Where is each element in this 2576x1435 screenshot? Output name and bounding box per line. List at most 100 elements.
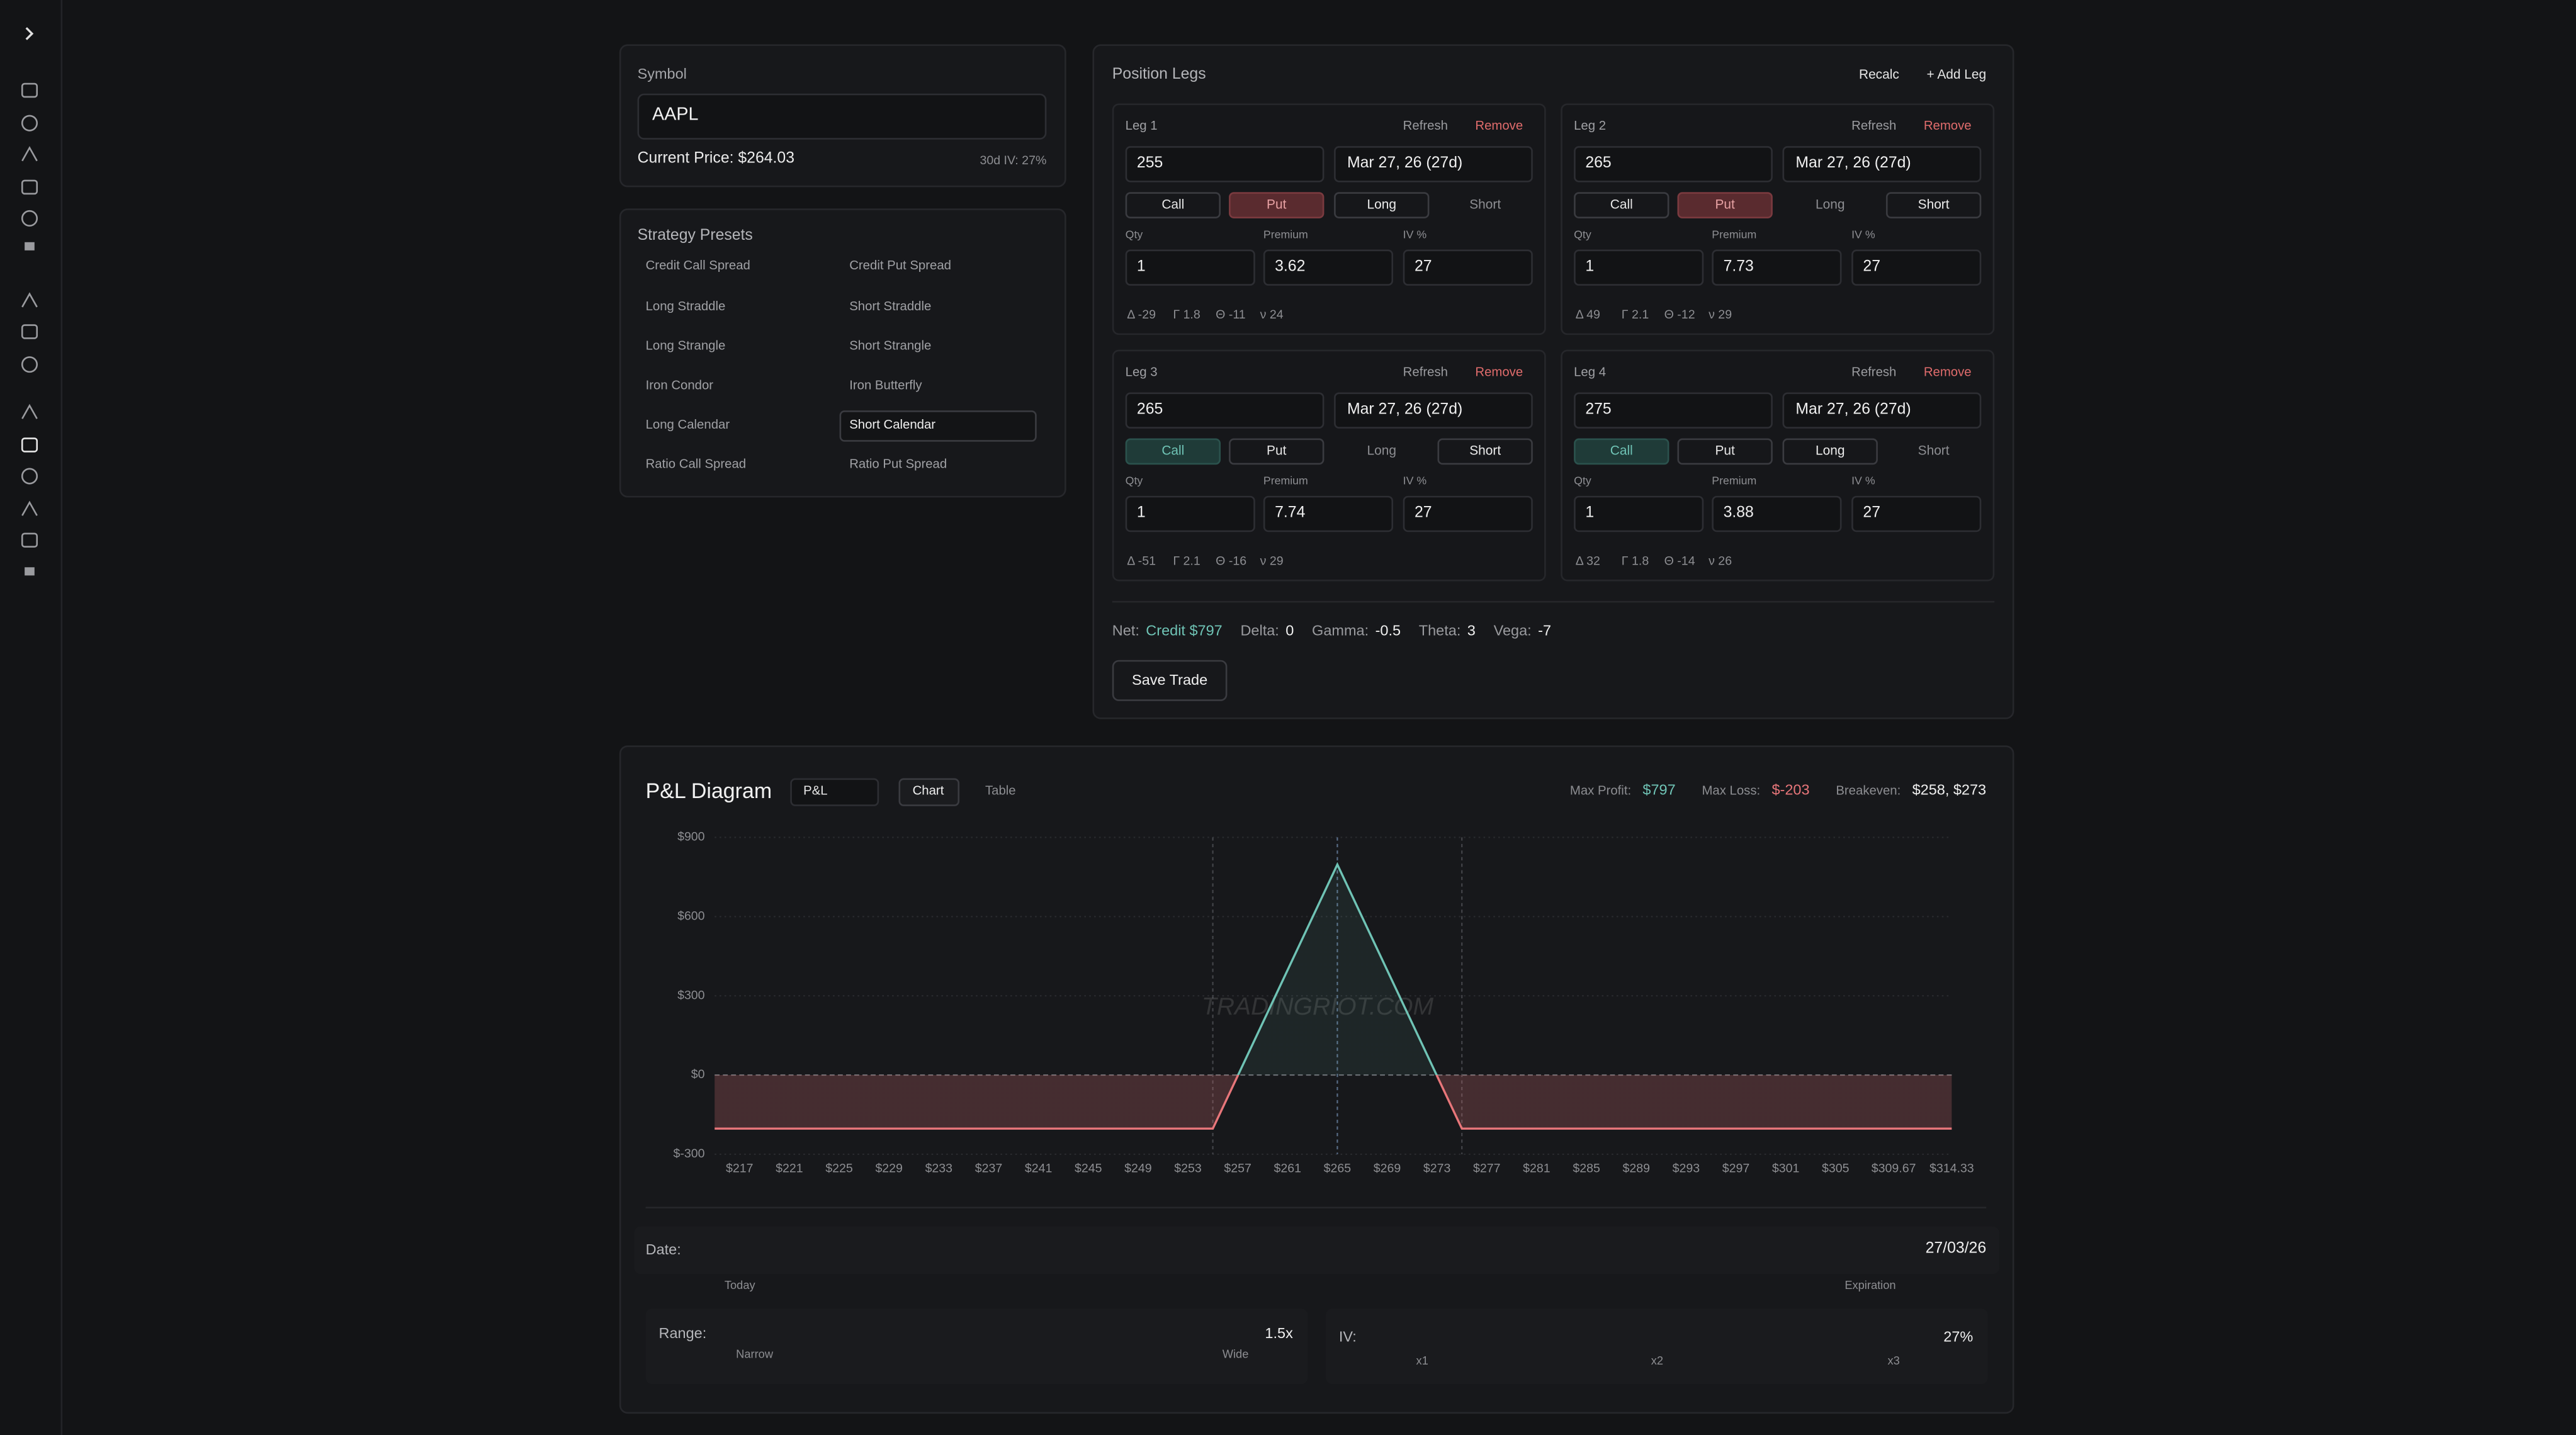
side-option: Short [1469,443,1501,459]
expiry-value: Mar 27, 26 (27d) [1347,401,1463,419]
expiry-value: Mar 27, 26 (27d) [1795,154,1911,173]
preset-option[interactable]: Ratio Call Spread [645,457,747,472]
type-toggle[interactable] [1125,192,1221,218]
type-toggle[interactable] [1677,438,1773,465]
greek-value: Δ 32 [1575,552,1600,568]
x-tick-label: $261 [1274,1162,1301,1176]
field-input[interactable] [1125,495,1255,532]
type-option: Put [1267,443,1287,459]
preset-option[interactable]: Iron Condor [645,377,714,393]
preset-option[interactable]: Ratio Put Spread [849,457,947,472]
x-tick-label: $285 [1573,1162,1600,1176]
side-option: Long [1815,197,1845,213]
greek-value: ν 29 [1260,552,1284,568]
preset-selected-box[interactable] [839,410,1037,442]
preset-option[interactable]: Short Calendar [849,417,936,432]
remove-button[interactable]: Remove [1475,364,1523,380]
implied-vol: 30d IV: 27% [980,152,1047,167]
field-input[interactable] [1851,249,1982,286]
pl-area [715,864,1952,1129]
stat-label: Breakeven: [1836,783,1901,798]
mode-select[interactable] [790,778,879,806]
field-input[interactable] [1403,249,1533,286]
date-value: 27/03/26 [1925,1240,1987,1259]
x-tick-label: $265 [1324,1162,1352,1176]
field-input[interactable] [1125,249,1255,286]
field-input[interactable] [1263,495,1394,532]
type-toggle[interactable] [1229,192,1325,218]
refresh-button[interactable]: Refresh [1851,364,1897,380]
greek-value: Θ -16 [1216,552,1247,568]
type-toggle[interactable] [1229,438,1325,465]
strike-input[interactable] [1574,392,1773,429]
field-input[interactable] [1712,495,1842,532]
field-input[interactable] [1403,495,1533,532]
refresh-button[interactable]: Refresh [1403,118,1448,134]
expand-icon [25,27,34,40]
greek-value: ν 24 [1260,306,1284,322]
type-toggle[interactable] [1677,192,1773,218]
side-toggle[interactable] [1885,192,1982,218]
expiry-select[interactable] [1782,146,1982,183]
side-toggle[interactable] [1334,192,1430,218]
summary-item: Delta: 0 [1240,621,1294,640]
view-tab[interactable]: Table [985,784,1016,799]
x-tick-label: $225 [825,1162,853,1176]
summary-item: Theta: 3 [1419,621,1476,640]
side-option: Short [1469,197,1501,213]
field-input[interactable] [1574,495,1704,532]
tab-active[interactable] [898,778,960,806]
remove-button[interactable]: Remove [1923,364,1972,380]
field-input[interactable] [1574,249,1704,286]
side-toggle[interactable] [1437,438,1533,465]
symbol-select[interactable] [637,93,1047,140]
expiry-select[interactable] [1334,392,1533,429]
pl-stats: Max Profit: $797 Max Loss: $-203 Breakeven: $… [1570,782,1986,798]
preset-option[interactable]: Long Straddle [645,298,726,313]
preset-option[interactable]: Short Strangle [849,337,932,353]
remove-button[interactable]: Remove [1475,118,1523,134]
summary-label: Net: [1112,622,1139,639]
date-end: Expiration [1844,1280,1896,1292]
legs-title: Position Legs [1112,66,1206,84]
greek-value: Δ -51 [1127,552,1156,568]
refresh-button[interactable]: Refresh [1851,118,1897,134]
expiry-select[interactable] [1782,392,1982,429]
strike-input[interactable] [1125,146,1325,183]
y-tick-label: $900 [677,830,705,844]
recalc-button[interactable]: Recalc [1858,67,1899,82]
range-start: Narrow [736,1349,774,1361]
side-toggle[interactable] [1782,438,1878,465]
field-input[interactable] [1851,495,1982,532]
strike-input[interactable] [1125,392,1325,429]
preset-option[interactable]: Credit Put Spread [849,258,951,273]
greek-value: Γ 1.8 [1621,552,1649,568]
preset-option[interactable]: Short Straddle [849,298,932,313]
remove-button[interactable]: Remove [1923,118,1972,134]
trade-summary: Net: Credit $797 Delta: 0 Gamma: -0.5 Theta: 3 V… [1112,621,1551,640]
strike-input[interactable] [1574,146,1773,183]
view-tab[interactable]: Chart [912,784,944,799]
chart-divider [645,1207,1987,1209]
preset-option[interactable]: Long Strangle [645,337,726,353]
refresh-button[interactable]: Refresh [1403,364,1448,380]
leg-name: Leg 1 [1125,118,1158,134]
preset-option[interactable]: Iron Butterfly [849,377,922,393]
type-toggle[interactable] [1574,438,1669,465]
expiry-select[interactable] [1334,146,1533,183]
save-trade-button[interactable] [1112,660,1228,701]
field-input[interactable] [1712,249,1842,286]
nav-icon [21,292,38,308]
nav-icon [21,403,38,419]
leg-name: Leg 3 [1125,364,1158,380]
greek-value: Δ 49 [1575,306,1600,322]
type-toggle[interactable] [1125,438,1221,465]
preset-option[interactable]: Credit Call Spread [645,258,750,273]
add-leg-button[interactable]: + Add Leg [1926,67,1987,82]
preset-option[interactable]: Long Calendar [645,417,730,432]
summary-value: Credit $797 [1146,622,1223,639]
type-toggle[interactable] [1574,192,1669,218]
field-input[interactable] [1263,249,1394,286]
leg-card [1561,349,1995,582]
